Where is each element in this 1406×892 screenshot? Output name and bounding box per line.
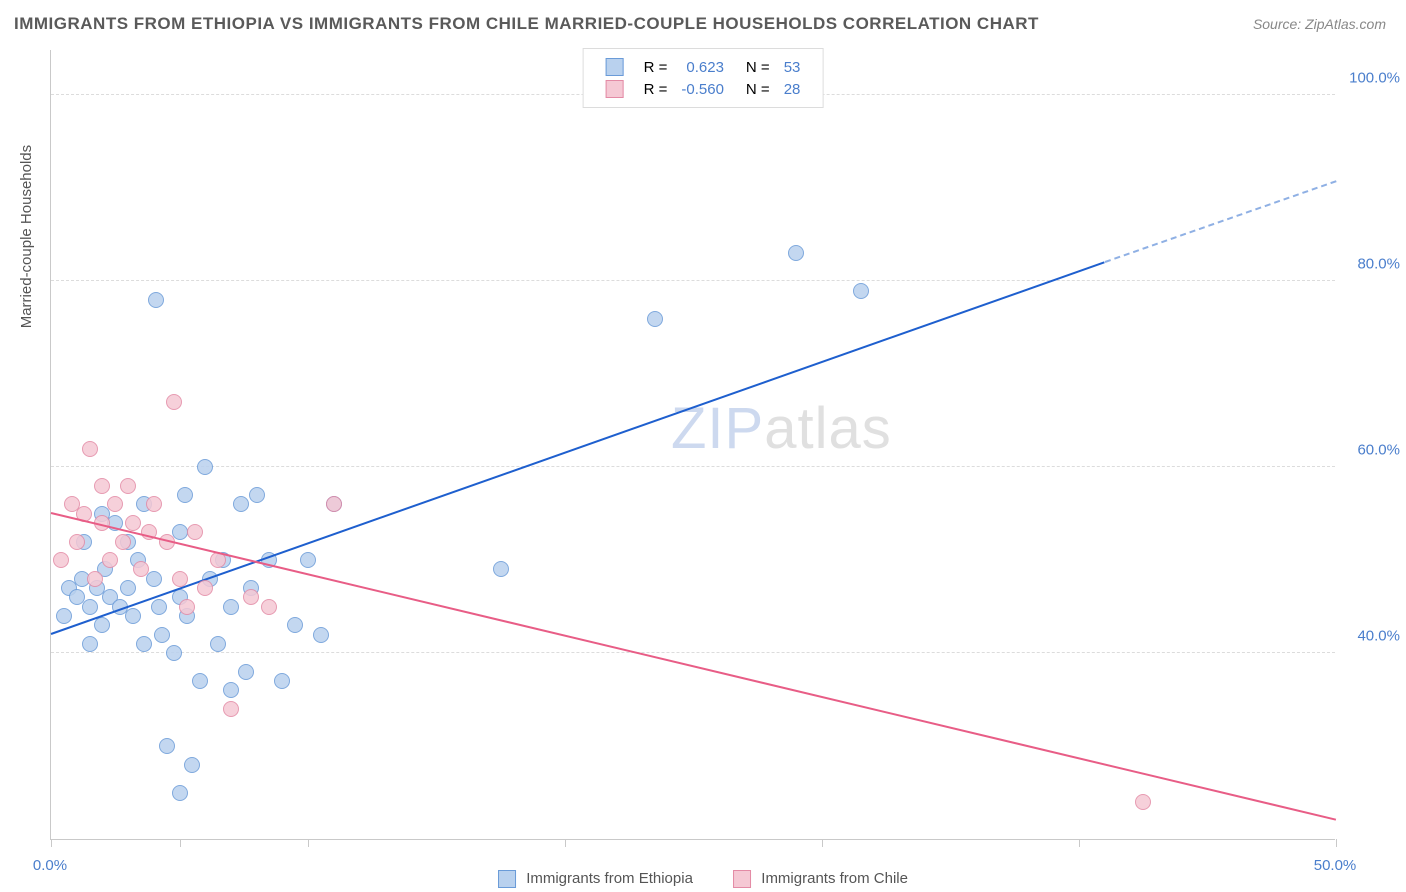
- correlation-legend: R = 0.623 N = 53 R = -0.560 N = 28: [583, 48, 824, 108]
- x-tick: [1079, 839, 1080, 847]
- data-point: [300, 552, 316, 568]
- x-tick-label-max: 50.0%: [1314, 857, 1357, 874]
- legend-swatch-ethiopia: [498, 870, 516, 888]
- data-point: [238, 664, 254, 680]
- data-point: [148, 292, 164, 308]
- y-tick-label: 60.0%: [1357, 442, 1400, 459]
- data-point: [154, 627, 170, 643]
- legend-row-ethiopia: R = 0.623 N = 53: [600, 57, 807, 77]
- legend-n-label: N =: [746, 81, 770, 98]
- data-point: [172, 571, 188, 587]
- data-point: [166, 394, 182, 410]
- y-tick-label: 80.0%: [1357, 256, 1400, 273]
- legend-swatch-chile: [606, 80, 624, 98]
- data-point: [102, 552, 118, 568]
- data-point: [326, 496, 342, 512]
- data-point: [94, 478, 110, 494]
- data-point: [120, 580, 136, 596]
- gridline: [51, 466, 1335, 467]
- data-point: [313, 627, 329, 643]
- data-point: [82, 636, 98, 652]
- trend-line: [1104, 180, 1336, 263]
- legend-item-chile: Immigrants from Chile: [733, 870, 908, 887]
- data-point: [192, 673, 208, 689]
- data-point: [788, 245, 804, 261]
- data-point: [125, 515, 141, 531]
- data-point: [184, 757, 200, 773]
- y-axis-title: Married-couple Households: [18, 145, 35, 328]
- trend-line: [51, 261, 1105, 635]
- legend-n-value-chile: 28: [784, 81, 801, 98]
- data-point: [172, 785, 188, 801]
- legend-r-label: R =: [644, 59, 668, 76]
- x-tick: [565, 839, 566, 847]
- x-tick: [308, 839, 309, 847]
- legend-r-value-ethiopia: 0.623: [686, 59, 724, 76]
- data-point: [82, 599, 98, 615]
- data-point: [287, 617, 303, 633]
- data-point: [233, 496, 249, 512]
- data-point: [197, 580, 213, 596]
- legend-label-ethiopia: Immigrants from Ethiopia: [526, 870, 693, 887]
- x-tick: [822, 839, 823, 847]
- x-tick: [51, 839, 52, 847]
- data-point: [197, 459, 213, 475]
- gridline: [51, 652, 1335, 653]
- data-point: [493, 561, 509, 577]
- data-point: [243, 589, 259, 605]
- data-point: [274, 673, 290, 689]
- data-point: [179, 599, 195, 615]
- data-point: [53, 552, 69, 568]
- x-tick: [1336, 839, 1337, 847]
- data-point: [151, 599, 167, 615]
- data-point: [82, 441, 98, 457]
- legend-label-chile: Immigrants from Chile: [761, 870, 908, 887]
- series-legend: Immigrants from Ethiopia Immigrants from…: [480, 870, 926, 888]
- legend-swatch-chile: [733, 870, 751, 888]
- data-point: [159, 738, 175, 754]
- legend-n-label: N =: [746, 59, 770, 76]
- data-point: [69, 534, 85, 550]
- chart-title: IMMIGRANTS FROM ETHIOPIA VS IMMIGRANTS F…: [14, 14, 1039, 34]
- source-attribution: Source: ZipAtlas.com: [1253, 16, 1386, 32]
- legend-swatch-ethiopia: [606, 58, 624, 76]
- data-point: [125, 608, 141, 624]
- legend-n-value-ethiopia: 53: [784, 59, 801, 76]
- data-point: [115, 534, 131, 550]
- plot-area: ZIPatlas 40.0%60.0%80.0%100.0%: [50, 50, 1335, 840]
- data-point: [136, 636, 152, 652]
- data-point: [187, 524, 203, 540]
- data-point: [210, 636, 226, 652]
- legend-r-label: R =: [644, 81, 668, 98]
- watermark-suffix: atlas: [764, 396, 892, 461]
- y-tick-label: 100.0%: [1349, 70, 1400, 87]
- data-point: [107, 496, 123, 512]
- x-tick: [180, 839, 181, 847]
- data-point: [1135, 794, 1151, 810]
- data-point: [223, 599, 239, 615]
- watermark-prefix: ZIP: [671, 396, 764, 461]
- data-point: [177, 487, 193, 503]
- data-point: [223, 701, 239, 717]
- x-tick-label-min: 0.0%: [33, 857, 67, 874]
- data-point: [249, 487, 265, 503]
- data-point: [146, 571, 162, 587]
- legend-item-ethiopia: Immigrants from Ethiopia: [498, 870, 697, 887]
- data-point: [56, 608, 72, 624]
- data-point: [120, 478, 136, 494]
- data-point: [853, 283, 869, 299]
- data-point: [261, 599, 277, 615]
- gridline: [51, 280, 1335, 281]
- data-point: [133, 561, 149, 577]
- data-point: [223, 682, 239, 698]
- data-point: [87, 571, 103, 587]
- data-point: [94, 617, 110, 633]
- legend-row-chile: R = -0.560 N = 28: [600, 79, 807, 99]
- data-point: [166, 645, 182, 661]
- data-point: [146, 496, 162, 512]
- y-tick-label: 40.0%: [1357, 628, 1400, 645]
- watermark: ZIPatlas: [671, 395, 892, 462]
- data-point: [647, 311, 663, 327]
- legend-r-value-chile: -0.560: [681, 81, 724, 98]
